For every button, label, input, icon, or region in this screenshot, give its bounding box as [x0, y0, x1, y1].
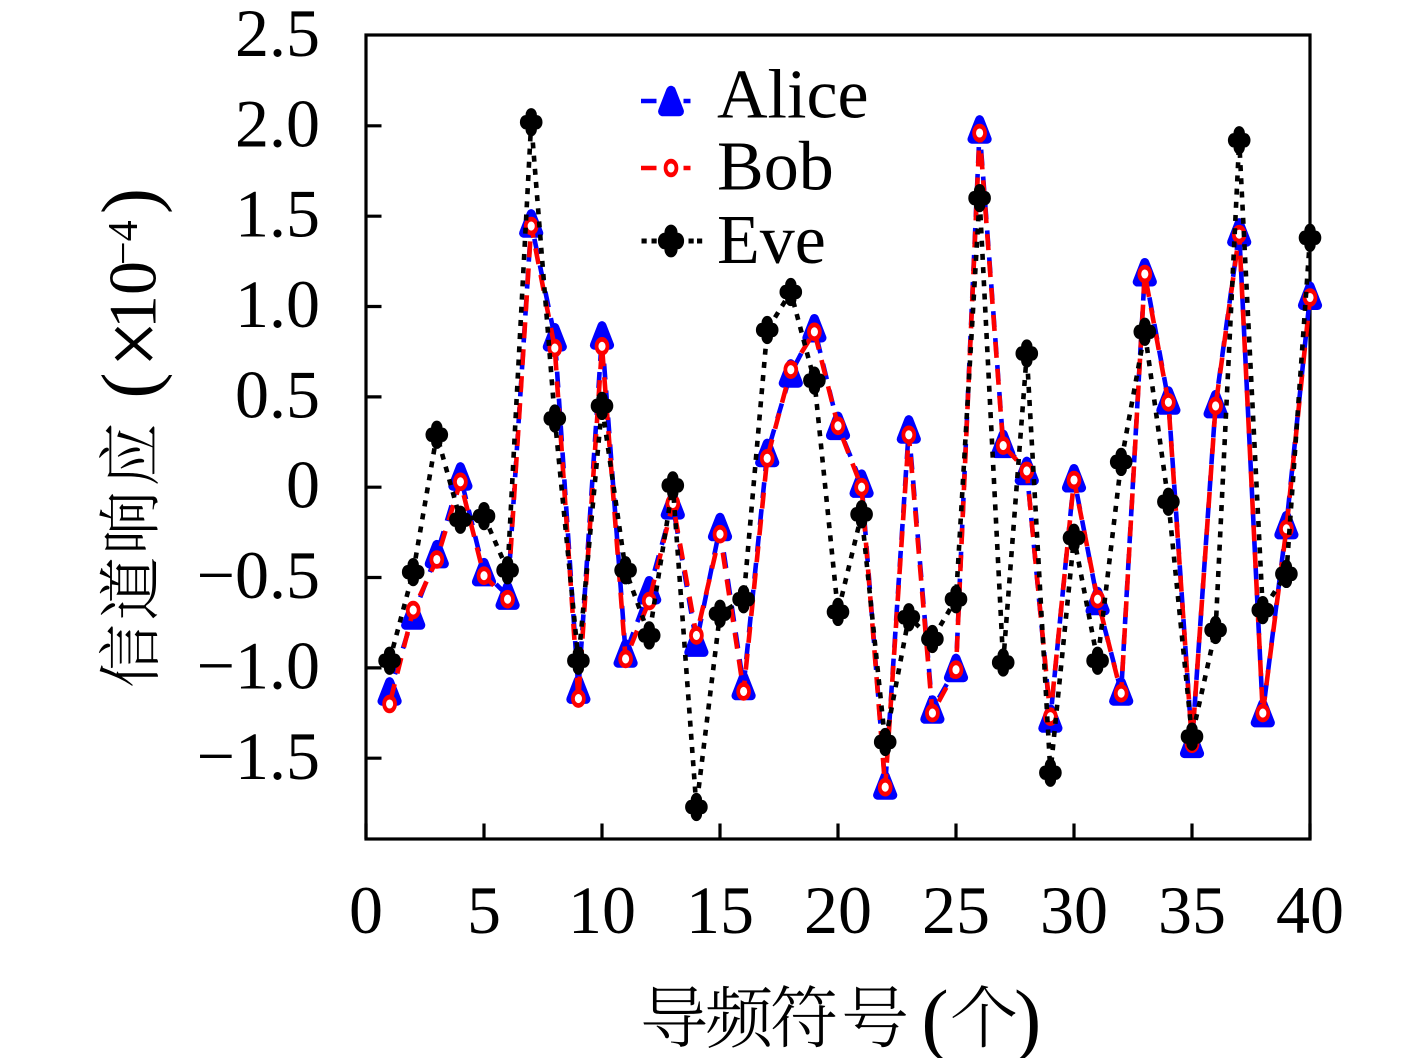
svg-text:25: 25: [922, 872, 990, 948]
svg-text:Eve: Eve: [717, 202, 826, 279]
svg-text:Alice: Alice: [717, 57, 869, 134]
svg-text:): ): [1014, 973, 1041, 1058]
svg-text:−1.5: −1.5: [197, 718, 320, 794]
svg-text:2.5: 2.5: [235, 0, 320, 71]
svg-text:2.0: 2.0: [235, 85, 320, 161]
svg-text:0: 0: [286, 447, 320, 523]
svg-text:0.5: 0.5: [235, 356, 320, 432]
svg-text:30: 30: [1040, 872, 1108, 948]
svg-text:40: 40: [1276, 872, 1344, 948]
svg-text:1.5: 1.5: [235, 176, 320, 252]
svg-text:): ): [85, 188, 172, 214]
svg-text:(: (: [921, 973, 948, 1058]
svg-text:10: 10: [568, 872, 636, 948]
svg-text:10: 10: [94, 261, 170, 329]
svg-text:−1.0: −1.0: [197, 627, 320, 703]
svg-text:−0.5: −0.5: [197, 537, 320, 613]
svg-text:35: 35: [1158, 872, 1226, 948]
svg-text:15: 15: [686, 872, 754, 948]
svg-text:1.0: 1.0: [235, 266, 320, 342]
svg-text:20: 20: [804, 872, 872, 948]
svg-text:0: 0: [349, 872, 383, 948]
svg-text:−4: −4: [101, 220, 147, 265]
svg-text:(: (: [85, 373, 172, 399]
svg-text:Bob: Bob: [717, 129, 834, 206]
svg-text:5: 5: [467, 872, 501, 948]
